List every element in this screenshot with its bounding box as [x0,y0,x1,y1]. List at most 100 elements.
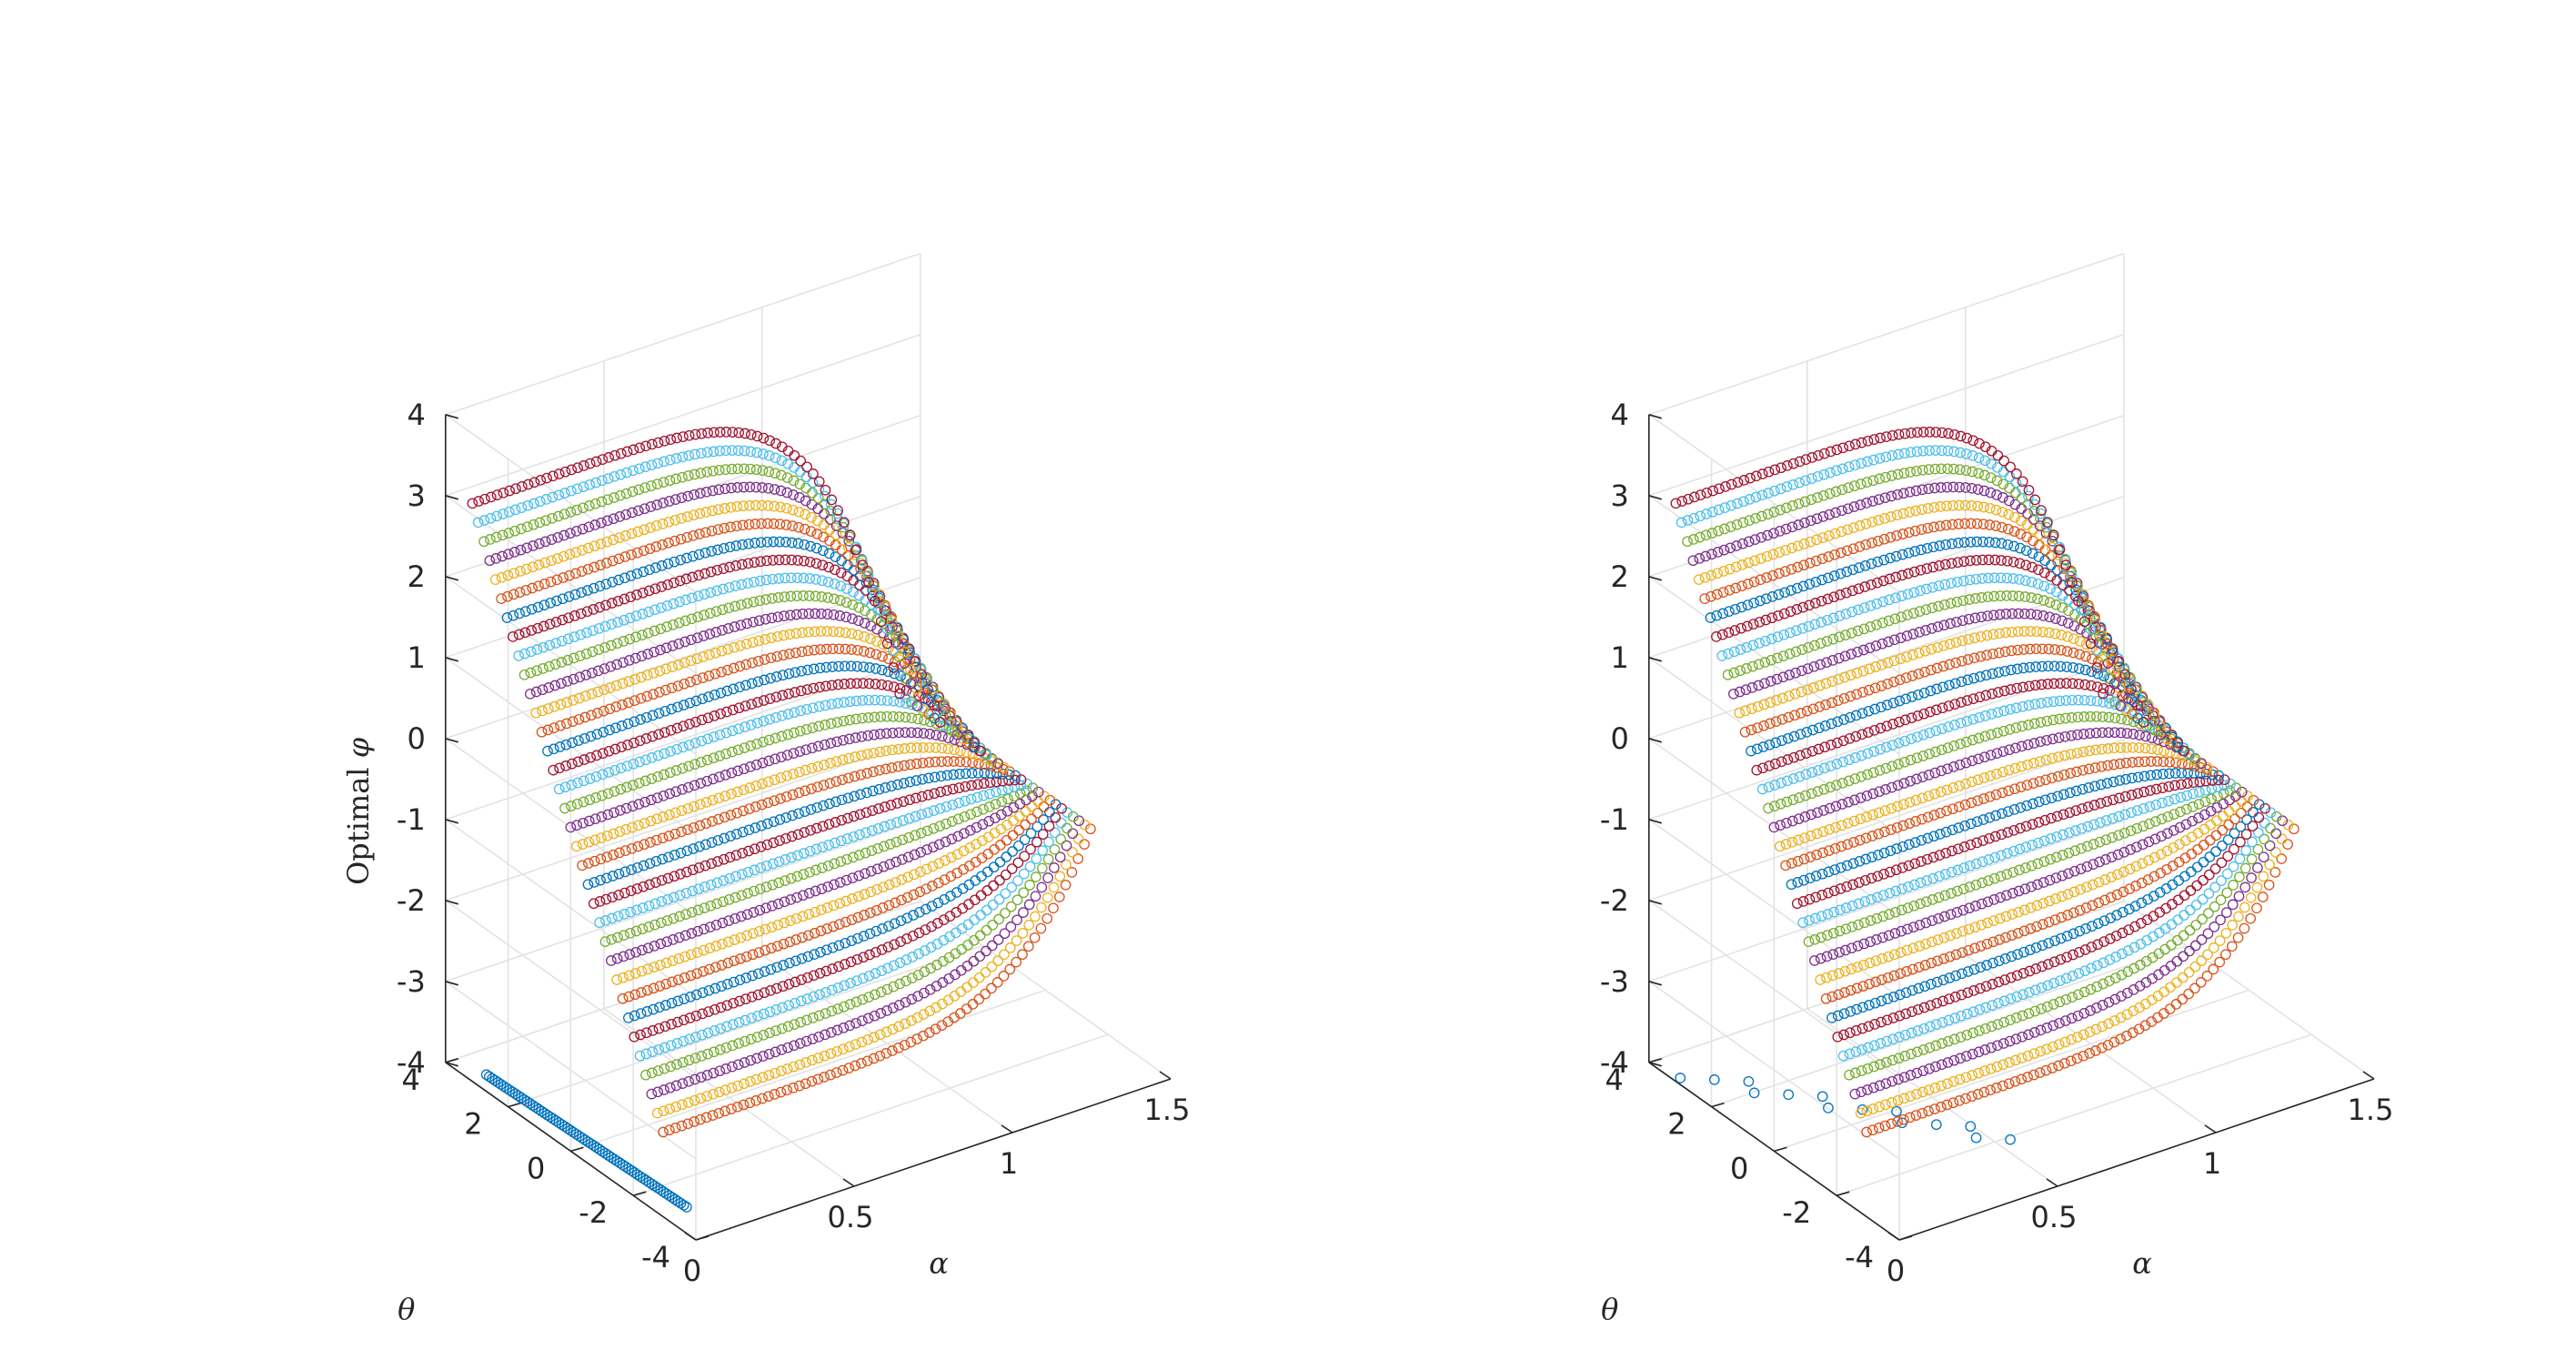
data-point [776,1065,787,1077]
data-point [498,1081,509,1092]
data-point [1937,660,1949,672]
data-point [620,1161,631,1173]
theta-tick-label: 4 [401,1063,419,1097]
data-point [1877,660,1887,670]
data-point [931,981,942,992]
data-point [691,947,703,958]
data-point [931,730,941,740]
data-point [2025,626,2037,637]
data-point [690,989,702,1001]
data-point [1944,680,1955,691]
data-point [1974,1025,1985,1036]
data-point [2115,742,2127,753]
data-point [1791,604,1803,615]
data-point [1706,528,1718,539]
data-point [600,579,612,589]
data-point [1763,781,1775,793]
data-point [696,714,708,726]
data-point [660,1188,672,1199]
data-point [658,498,669,509]
data-point [931,959,942,971]
data-point [2018,662,2029,674]
data-point [525,646,537,658]
data-point [788,475,800,487]
floor-grid-line [632,1033,1109,1196]
data-point [762,818,773,830]
data-point [559,781,571,793]
data-point [1865,936,1877,948]
data-point [2046,792,2058,804]
data-point [1957,925,1968,937]
data-point [780,572,790,584]
data-point [699,839,711,851]
data-point [838,1043,849,1055]
data-point [2059,750,2070,761]
data-point [1036,862,1048,874]
data-point [599,1148,611,1159]
data-point [732,445,744,457]
data-point [991,786,1001,798]
data-point [843,752,855,764]
data-point [1965,536,1977,548]
data-point [2257,892,2269,902]
data-point [1752,700,1764,712]
data-point [651,499,663,510]
data-point [2163,768,2175,780]
data-point [572,777,583,789]
data-point [546,534,558,545]
data-point [2080,639,2092,650]
data-point [844,1020,856,1032]
data-point [1827,612,1839,624]
data-point [2098,682,2109,694]
data-point [600,599,611,611]
data-point [717,917,729,929]
data-point [1994,609,2006,620]
data-point [905,664,916,676]
data-point [1054,871,1066,882]
data-point [619,593,630,605]
data-point [911,742,923,753]
data-point [583,542,594,554]
data-point [534,496,546,508]
data-point [661,600,673,611]
data-point [650,877,661,888]
data-point [1711,589,1723,600]
theta-tick-label: -4 [1845,1240,1874,1274]
data-point [2019,608,2030,620]
data-point [1837,1050,1849,1062]
data-point [813,1010,825,1022]
data-point [1858,938,1870,950]
data-point [755,537,767,549]
data-point [644,879,655,891]
data-point [954,769,965,780]
back-grid-line [1648,820,2125,982]
data-point [1823,866,1835,878]
data-point [646,459,658,471]
data-point [871,883,883,895]
data-point [853,601,865,613]
data-point [2134,981,2146,992]
data-point [1877,596,1889,608]
data-point [1991,475,2003,487]
data-point [1977,877,1988,889]
data-point [712,834,724,846]
data-point [2111,889,2123,901]
data-point [773,573,785,584]
data-point [1941,481,1953,493]
data-point [811,822,822,834]
data-point [1943,993,1955,1005]
data-point [2018,681,2028,693]
data-point [1927,602,1938,614]
data-point [855,789,866,801]
data-point [2128,729,2139,740]
data-point [1884,594,1895,606]
data-point [1869,997,1881,1009]
data-point [973,758,984,770]
data-point [727,427,739,438]
data-point [2124,883,2136,895]
data-point [1997,521,2007,533]
data-point [631,568,643,579]
data-point [1826,970,1838,982]
data-point [1877,617,1888,629]
data-point [1776,756,1787,768]
